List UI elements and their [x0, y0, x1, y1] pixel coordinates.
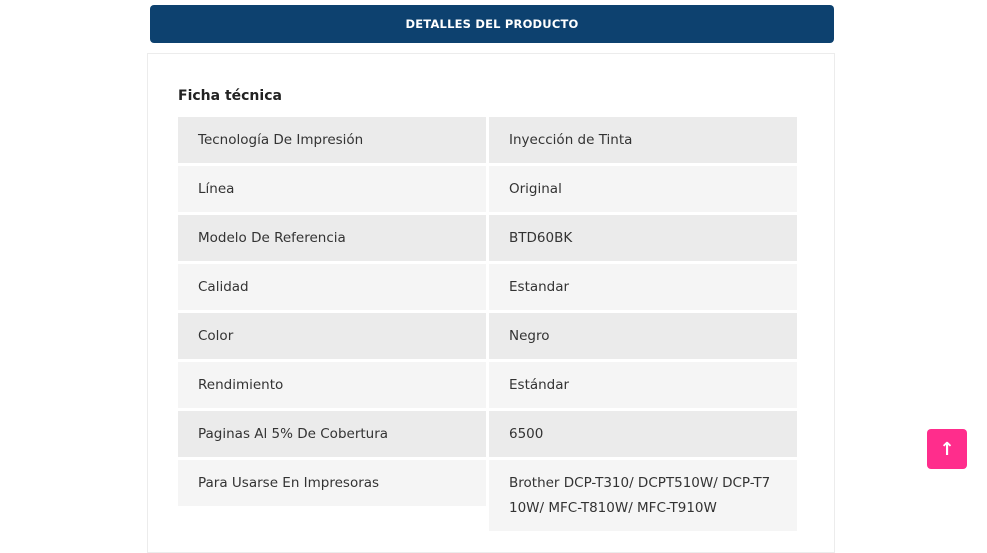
tab-detalles-del-producto[interactable]: DETALLES DEL PRODUCTO — [150, 5, 834, 43]
spec-value: BTD60BK — [489, 215, 797, 261]
spec-label: Color — [178, 313, 486, 359]
spec-table: Tecnología De Impresión Inyección de Tint… — [178, 117, 797, 534]
spec-label: Paginas Al 5% De Cobertura — [178, 411, 486, 457]
spec-value: Inyección de Tinta — [489, 117, 797, 163]
table-row: Color Negro — [178, 313, 797, 359]
spec-label: Para Usarse En Impresoras — [178, 460, 486, 506]
spec-label: Línea — [178, 166, 486, 212]
spec-label: Modelo De Referencia — [178, 215, 486, 261]
spec-label: Calidad — [178, 264, 486, 310]
spec-label: Rendimiento — [178, 362, 486, 408]
section-title: Ficha técnica — [178, 88, 282, 104]
scroll-to-top-button[interactable]: ↑ — [927, 429, 967, 469]
spec-value: Estandar — [489, 264, 797, 310]
spec-value: 6500 — [489, 411, 797, 457]
spec-value: Brother DCP-T310/ DCPT510W/ DCP-T710W/ M… — [489, 460, 797, 531]
spec-value: Original — [489, 166, 797, 212]
spec-value: Estándar — [489, 362, 797, 408]
spec-value: Negro — [489, 313, 797, 359]
spec-label: Tecnología De Impresión — [178, 117, 486, 163]
tab-label: DETALLES DEL PRODUCTO — [405, 17, 579, 31]
table-row: Paginas Al 5% De Cobertura 6500 — [178, 411, 797, 457]
arrow-up-icon: ↑ — [939, 438, 955, 460]
table-row: Línea Original — [178, 166, 797, 212]
table-row: Rendimiento Estándar — [178, 362, 797, 408]
table-row: Modelo De Referencia BTD60BK — [178, 215, 797, 261]
table-row: Calidad Estandar — [178, 264, 797, 310]
table-row: Tecnología De Impresión Inyección de Tint… — [178, 117, 797, 163]
table-row: Para Usarse En Impresoras Brother DCP-T31… — [178, 460, 797, 531]
